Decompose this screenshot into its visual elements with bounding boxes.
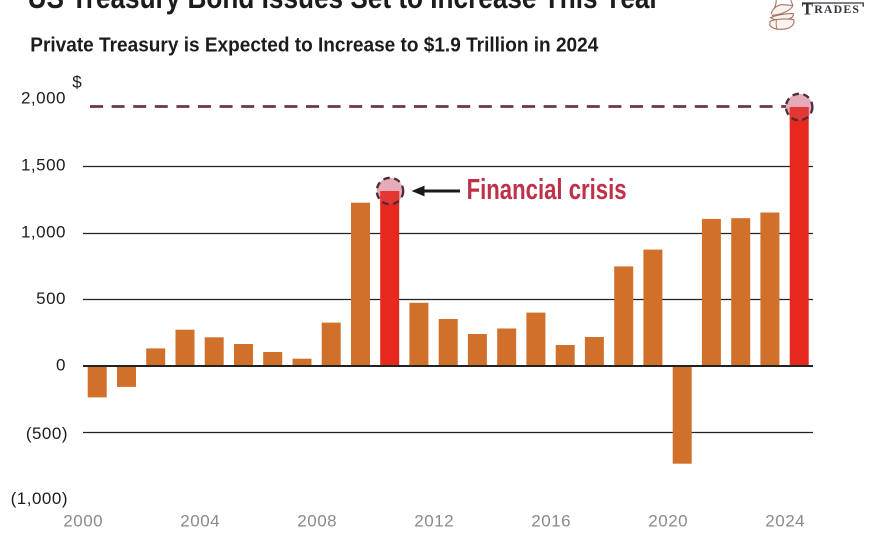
svg-text:2024: 2024 bbox=[765, 512, 805, 531]
svg-text:RADES: RADES bbox=[814, 2, 860, 16]
svg-text:2012: 2012 bbox=[414, 512, 454, 531]
svg-text:(1,000): (1,000) bbox=[11, 489, 68, 508]
svg-text:Financial crisis: Financial crisis bbox=[467, 174, 627, 206]
svg-text:Private Treasury is Expected t: Private Treasury is Expected to Increase… bbox=[30, 34, 599, 57]
svg-text:2,000: 2,000 bbox=[21, 88, 66, 107]
svg-text:T: T bbox=[802, 0, 813, 19]
svg-text:1,500: 1,500 bbox=[21, 155, 66, 174]
svg-text:0: 0 bbox=[56, 355, 66, 374]
svg-text:2004: 2004 bbox=[180, 512, 220, 531]
svg-text:$: $ bbox=[72, 72, 82, 91]
svg-text:500: 500 bbox=[36, 289, 66, 308]
svg-text:(500): (500) bbox=[26, 424, 68, 443]
svg-text:2008: 2008 bbox=[297, 512, 337, 531]
svg-text:1,000: 1,000 bbox=[21, 222, 66, 241]
svg-text:2000: 2000 bbox=[63, 512, 103, 531]
svg-text:2020: 2020 bbox=[648, 512, 688, 531]
svg-text:US Treasury Bond Issues Set to: US Treasury Bond Issues Set to Increase … bbox=[28, 0, 660, 15]
svg-text:2016: 2016 bbox=[531, 512, 571, 531]
